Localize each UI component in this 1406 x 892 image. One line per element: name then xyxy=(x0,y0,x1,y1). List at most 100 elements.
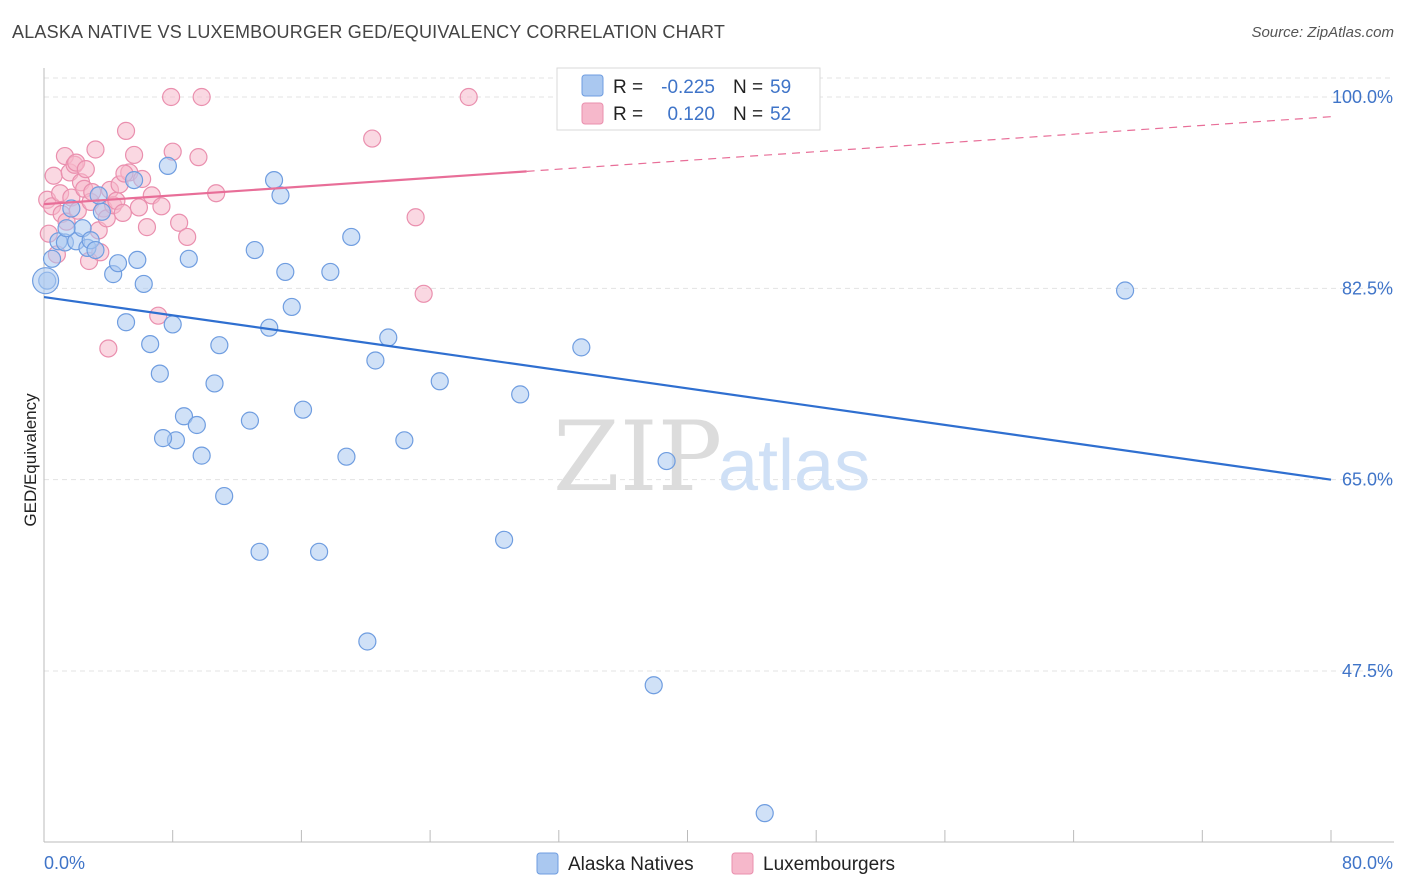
data-point xyxy=(1115,281,1135,300)
gridlines xyxy=(44,77,1394,672)
data-point xyxy=(430,372,449,391)
legend-swatch-luxembourgers xyxy=(731,852,754,875)
y-axis-title: GED/Equivalency xyxy=(21,393,40,527)
data-point xyxy=(293,400,313,419)
data-point xyxy=(174,407,194,426)
data-point xyxy=(128,250,147,270)
data-point xyxy=(134,274,153,294)
data-point xyxy=(657,451,676,471)
data-point xyxy=(141,334,160,354)
y-tick-labels: 47.5% 65.0% 82.5% 100.0% xyxy=(1332,87,1393,681)
data-point xyxy=(137,218,157,237)
data-point xyxy=(755,804,774,823)
x-ticks xyxy=(43,830,1332,842)
y-tick-label: 47.5% xyxy=(1342,661,1393,681)
data-point xyxy=(337,447,356,466)
data-point xyxy=(116,313,136,332)
trend-line-alaska-natives xyxy=(43,295,1332,481)
legend-r-value-1: -0.225 xyxy=(661,77,715,98)
y-tick-label: 100.0% xyxy=(1332,87,1393,107)
data-point xyxy=(366,351,385,370)
data-point xyxy=(205,374,224,393)
series-legend: Alaska Natives Luxembourgers xyxy=(536,852,895,875)
data-point xyxy=(406,208,425,227)
legend-label-alaska-natives: Alaska Natives xyxy=(568,854,694,875)
data-point xyxy=(363,129,382,148)
data-point xyxy=(150,364,169,383)
legend-r-value-2: 0.120 xyxy=(667,104,715,125)
data-point xyxy=(76,160,95,179)
legend-r-label-2: R = xyxy=(613,104,643,125)
data-point xyxy=(495,530,514,549)
series-luxembourgers xyxy=(38,87,478,358)
data-point xyxy=(108,254,128,273)
data-point xyxy=(309,542,329,561)
data-point xyxy=(116,121,136,140)
stats-legend: R = -0.225 N = 59 R = 0.120 N = 52 xyxy=(556,67,821,131)
data-point xyxy=(240,411,260,430)
data-point xyxy=(99,339,118,358)
data-point xyxy=(161,87,181,107)
data-point xyxy=(321,262,340,282)
legend-n-value-2: 52 xyxy=(770,104,791,125)
watermark-zip: ZIP xyxy=(553,401,722,513)
data-point xyxy=(44,166,63,185)
y-tick-label: 65.0% xyxy=(1342,470,1393,490)
legend-swatch-pink xyxy=(581,102,604,125)
data-point xyxy=(153,429,173,448)
trend-lines xyxy=(43,116,1332,481)
data-point xyxy=(395,431,414,450)
legend-n-value-1: 59 xyxy=(770,77,791,98)
legend-n-label-1: N = xyxy=(733,77,763,98)
data-point xyxy=(189,148,208,167)
data-point xyxy=(644,676,663,695)
data-point xyxy=(271,186,290,205)
data-point xyxy=(62,199,81,218)
legend-swatch-blue xyxy=(581,74,604,97)
data-point xyxy=(124,170,144,190)
data-point xyxy=(210,336,229,355)
legend-swatch-alaska-natives xyxy=(536,852,559,875)
data-point xyxy=(511,385,530,404)
data-point xyxy=(149,306,168,325)
data-point xyxy=(459,87,478,107)
data-point xyxy=(129,198,149,217)
data-point xyxy=(57,219,76,238)
x-tick-label-min: 0.0% xyxy=(44,853,85,873)
legend-r-label-1: R = xyxy=(613,77,643,98)
data-point xyxy=(282,297,301,317)
data-point xyxy=(342,227,361,247)
source-label: Source: ZipAtlas.com xyxy=(1251,24,1394,41)
chart-title: ALASKA NATIVE VS LUXEMBOURGER GED/EQUIVA… xyxy=(12,22,726,42)
data-point xyxy=(572,338,591,357)
data-point xyxy=(152,197,171,216)
data-point xyxy=(358,632,377,651)
data-point xyxy=(245,240,264,260)
x-tick-label-max: 80.0% xyxy=(1342,853,1393,873)
data-point xyxy=(158,156,177,175)
data-point xyxy=(250,542,269,561)
data-point xyxy=(124,145,144,165)
data-point xyxy=(178,227,197,247)
data-point xyxy=(86,140,105,159)
legend-label-luxembourgers: Luxembourgers xyxy=(763,854,895,875)
data-point xyxy=(192,446,211,465)
data-point xyxy=(42,249,62,268)
data-point xyxy=(264,170,284,190)
legend-n-label-2: N = xyxy=(733,104,763,125)
data-point xyxy=(163,315,182,334)
data-point xyxy=(187,415,206,435)
data-point xyxy=(92,202,112,221)
data-point xyxy=(86,240,105,260)
data-point xyxy=(215,486,234,506)
data-point xyxy=(379,328,398,347)
data-point xyxy=(179,249,198,268)
data-point xyxy=(32,267,60,295)
data-point xyxy=(113,203,132,222)
y-tick-label: 82.5% xyxy=(1342,278,1393,298)
data-point xyxy=(170,213,189,232)
data-point xyxy=(414,284,433,303)
watermark-atlas: atlas xyxy=(718,426,870,506)
data-point xyxy=(192,87,211,107)
